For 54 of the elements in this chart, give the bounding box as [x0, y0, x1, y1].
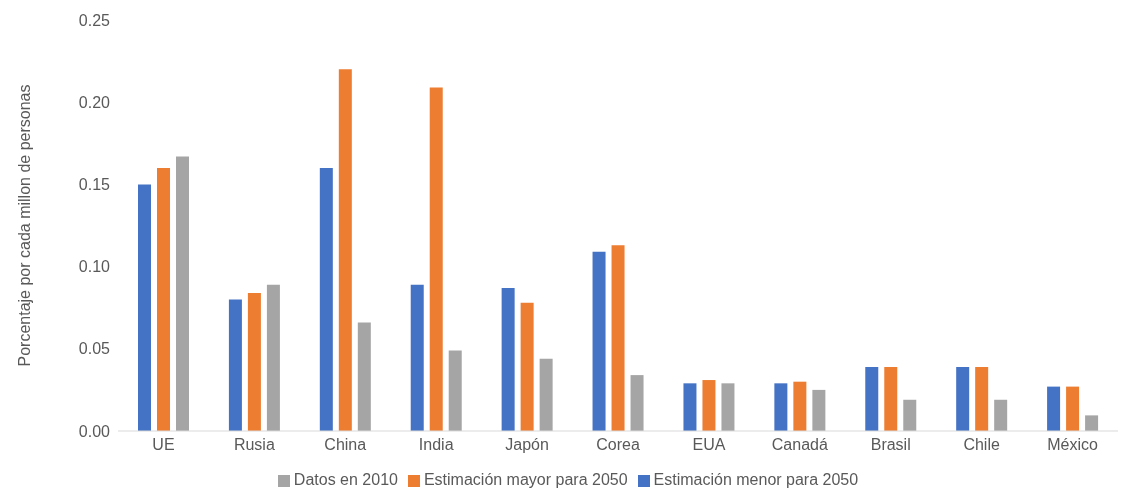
bar: [338, 69, 352, 431]
bar: [357, 322, 371, 431]
bar: [865, 366, 879, 431]
x-tick-label: Rusia: [233, 436, 275, 454]
bar: [1085, 415, 1099, 431]
bar: [683, 383, 697, 431]
bar: [956, 366, 970, 431]
y-axis-title: Porcentaje por cada millon de personas: [15, 84, 33, 367]
x-tick-label: UE: [152, 436, 175, 454]
y-tick-label: 0.15: [78, 176, 111, 194]
x-tick-label: México: [1047, 436, 1098, 454]
y-tick-label: 0.00: [78, 422, 111, 440]
bar: [228, 299, 242, 431]
bar: [501, 287, 515, 431]
bar: [138, 184, 151, 431]
y-tick-label: 0.25: [78, 11, 111, 29]
bar: [884, 366, 898, 431]
bar: [176, 156, 189, 431]
bar: [1066, 386, 1080, 431]
bar: [994, 399, 1008, 431]
y-tick-label: 0.20: [78, 93, 111, 111]
y-tick-label: 0.10: [78, 258, 111, 276]
bar: [721, 383, 735, 431]
bar: [774, 383, 788, 431]
y-tick-label: 0.05: [78, 340, 111, 358]
bar: [592, 251, 606, 431]
bar: [812, 389, 826, 431]
bar: [630, 375, 644, 431]
bar: [448, 350, 462, 431]
x-tick-label: Corea: [596, 436, 640, 454]
bar: [266, 284, 280, 431]
x-tick-label: Canadá: [771, 436, 828, 454]
bar: [429, 87, 443, 431]
bar: [1047, 386, 1061, 431]
bar: [157, 167, 170, 431]
bar: [539, 358, 553, 431]
x-tick-label: Brasil: [870, 436, 911, 454]
bar: [611, 245, 625, 431]
bar: [247, 292, 261, 431]
x-tick-label: India: [418, 436, 454, 454]
x-tick-label: China: [324, 436, 367, 454]
legend-label: Datos en 2010: [293, 471, 398, 488]
bar: [319, 167, 333, 431]
x-tick-label: Chile: [963, 436, 1000, 454]
legend-label: Estimación mayor para 2050: [423, 471, 628, 488]
x-tick-label: Japón: [505, 436, 549, 454]
bar: [975, 366, 989, 431]
legend-label: Estimación menor para 2050: [653, 471, 859, 488]
bar: [520, 302, 534, 431]
bar: [702, 380, 716, 431]
x-tick-label: EUA: [692, 436, 726, 454]
bar: [793, 381, 807, 431]
bar: [410, 284, 424, 431]
bar: [903, 399, 917, 431]
